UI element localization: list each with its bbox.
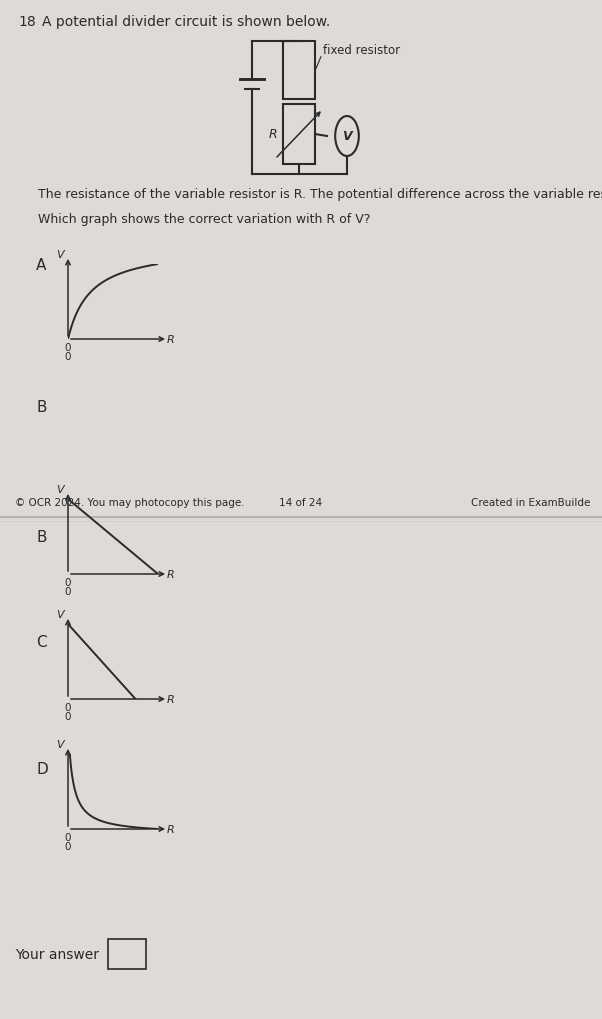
Text: © OCR 2024. You may photocopy this page.: © OCR 2024. You may photocopy this page. bbox=[15, 497, 244, 507]
Text: fixed resistor: fixed resistor bbox=[323, 44, 400, 56]
Text: Created in ExamBuilde: Created in ExamBuilde bbox=[471, 497, 590, 507]
Text: Your answer: Your answer bbox=[15, 947, 99, 961]
Text: C: C bbox=[36, 635, 46, 649]
Text: V: V bbox=[342, 130, 352, 144]
Text: R: R bbox=[167, 570, 175, 580]
Text: A potential divider circuit is shown below.: A potential divider circuit is shown bel… bbox=[42, 15, 330, 29]
Text: R: R bbox=[268, 128, 277, 142]
Text: R: R bbox=[167, 334, 175, 344]
Text: 0: 0 bbox=[65, 578, 71, 587]
Text: R: R bbox=[167, 824, 175, 835]
Text: V: V bbox=[57, 609, 64, 620]
Text: The resistance of the variable resistor is R. The potential difference across th: The resistance of the variable resistor … bbox=[38, 187, 602, 201]
Bar bbox=[108, 940, 146, 969]
Text: V: V bbox=[57, 250, 64, 260]
Text: 0: 0 bbox=[65, 841, 71, 851]
Text: B: B bbox=[36, 399, 46, 415]
Text: B: B bbox=[36, 530, 46, 544]
Text: 0: 0 bbox=[65, 342, 71, 353]
Text: V: V bbox=[57, 484, 64, 494]
Text: 0: 0 bbox=[65, 711, 71, 721]
Text: 0: 0 bbox=[65, 586, 71, 596]
Text: 0: 0 bbox=[65, 352, 71, 362]
Bar bbox=[283, 42, 315, 100]
Text: 14 of 24: 14 of 24 bbox=[279, 497, 323, 507]
Text: R: R bbox=[167, 694, 175, 704]
Bar bbox=[283, 105, 315, 165]
Text: A: A bbox=[36, 258, 46, 273]
Text: V: V bbox=[57, 739, 64, 749]
Text: D: D bbox=[36, 761, 48, 776]
Text: 18: 18 bbox=[18, 15, 36, 29]
Text: 0: 0 bbox=[65, 833, 71, 842]
Text: 0: 0 bbox=[65, 702, 71, 712]
Text: Which graph shows the correct variation with R of V?: Which graph shows the correct variation … bbox=[38, 213, 370, 226]
